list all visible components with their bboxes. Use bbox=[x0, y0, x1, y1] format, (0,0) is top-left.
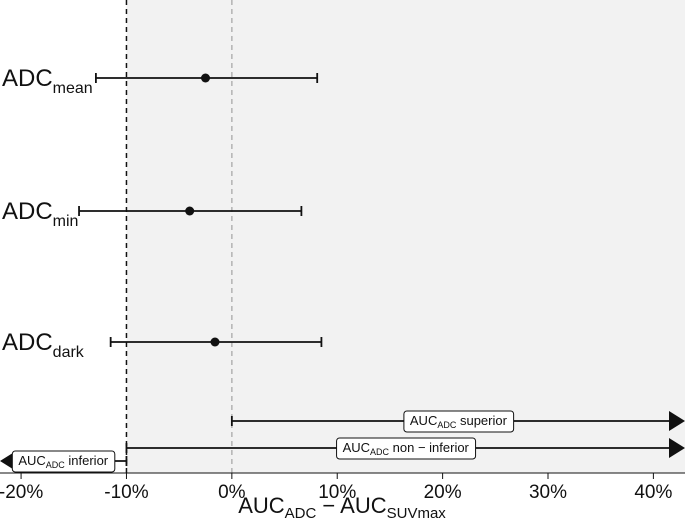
x-tick-label: 30% bbox=[529, 482, 567, 503]
x-tick-label: -20% bbox=[0, 482, 43, 503]
estimate-point bbox=[185, 206, 195, 216]
x-tick-label: 0% bbox=[218, 482, 246, 503]
x-tick-label: 10% bbox=[318, 482, 356, 503]
x-axis-title: AUCADC − AUCSUVmax bbox=[238, 493, 446, 522]
region-label-rest: superior bbox=[456, 413, 507, 428]
region-label-rest: non − inferior bbox=[389, 440, 470, 455]
region-arrow-head bbox=[669, 438, 685, 458]
region-label: AUCADC inferior bbox=[11, 450, 116, 473]
x-axis-ticks: -20% -10% 0% 10% 20% 30% 40% bbox=[0, 473, 673, 503]
row-label-sub: mean bbox=[53, 80, 93, 97]
x-tick-label: 40% bbox=[634, 482, 672, 503]
region-label-main: AUC bbox=[18, 453, 45, 468]
region-label: AUCADC non − inferior bbox=[336, 437, 477, 460]
row-label-main: ADC bbox=[2, 329, 53, 356]
region-label-sub: ADC bbox=[46, 460, 66, 470]
region-label-sub: ADC bbox=[370, 447, 390, 457]
x-axis-title-sub1: ADC bbox=[285, 505, 317, 522]
shaded-region bbox=[126, 0, 685, 473]
region-label-rest: inferior bbox=[65, 453, 109, 468]
row-label: ADCmean bbox=[2, 65, 93, 97]
region-label-sub: ADC bbox=[437, 420, 457, 430]
region-label-box bbox=[403, 410, 515, 433]
x-axis-title-sub2: SUVmax bbox=[387, 505, 447, 522]
x-axis-title-main: AUC bbox=[238, 493, 285, 518]
estimate-point bbox=[210, 337, 220, 347]
region-label-main: AUC bbox=[343, 440, 370, 455]
row-label-main: ADC bbox=[2, 65, 53, 92]
row-label-sub: min bbox=[53, 213, 79, 230]
region-arrow-head bbox=[669, 411, 685, 431]
row-label: ADCdark bbox=[2, 329, 85, 361]
row-label-sub: dark bbox=[53, 344, 85, 361]
region-label-text: AUCADC inferior bbox=[18, 453, 108, 470]
x-tick-label: 20% bbox=[424, 482, 462, 503]
region-label-box bbox=[336, 437, 477, 460]
row-label: ADCmin bbox=[2, 198, 78, 230]
x-axis-title-mid: − AUC bbox=[316, 493, 386, 518]
region-label-text: AUCADC non − inferior bbox=[343, 440, 470, 457]
region-label: AUCADC superior bbox=[403, 410, 515, 433]
region-label-text: AUCADC superior bbox=[410, 413, 508, 430]
estimate-point bbox=[201, 73, 210, 83]
region-label-box bbox=[11, 450, 116, 473]
x-tick-label: -10% bbox=[104, 482, 148, 503]
row-label-main: ADC bbox=[2, 198, 53, 225]
region-label-main: AUC bbox=[410, 413, 437, 428]
